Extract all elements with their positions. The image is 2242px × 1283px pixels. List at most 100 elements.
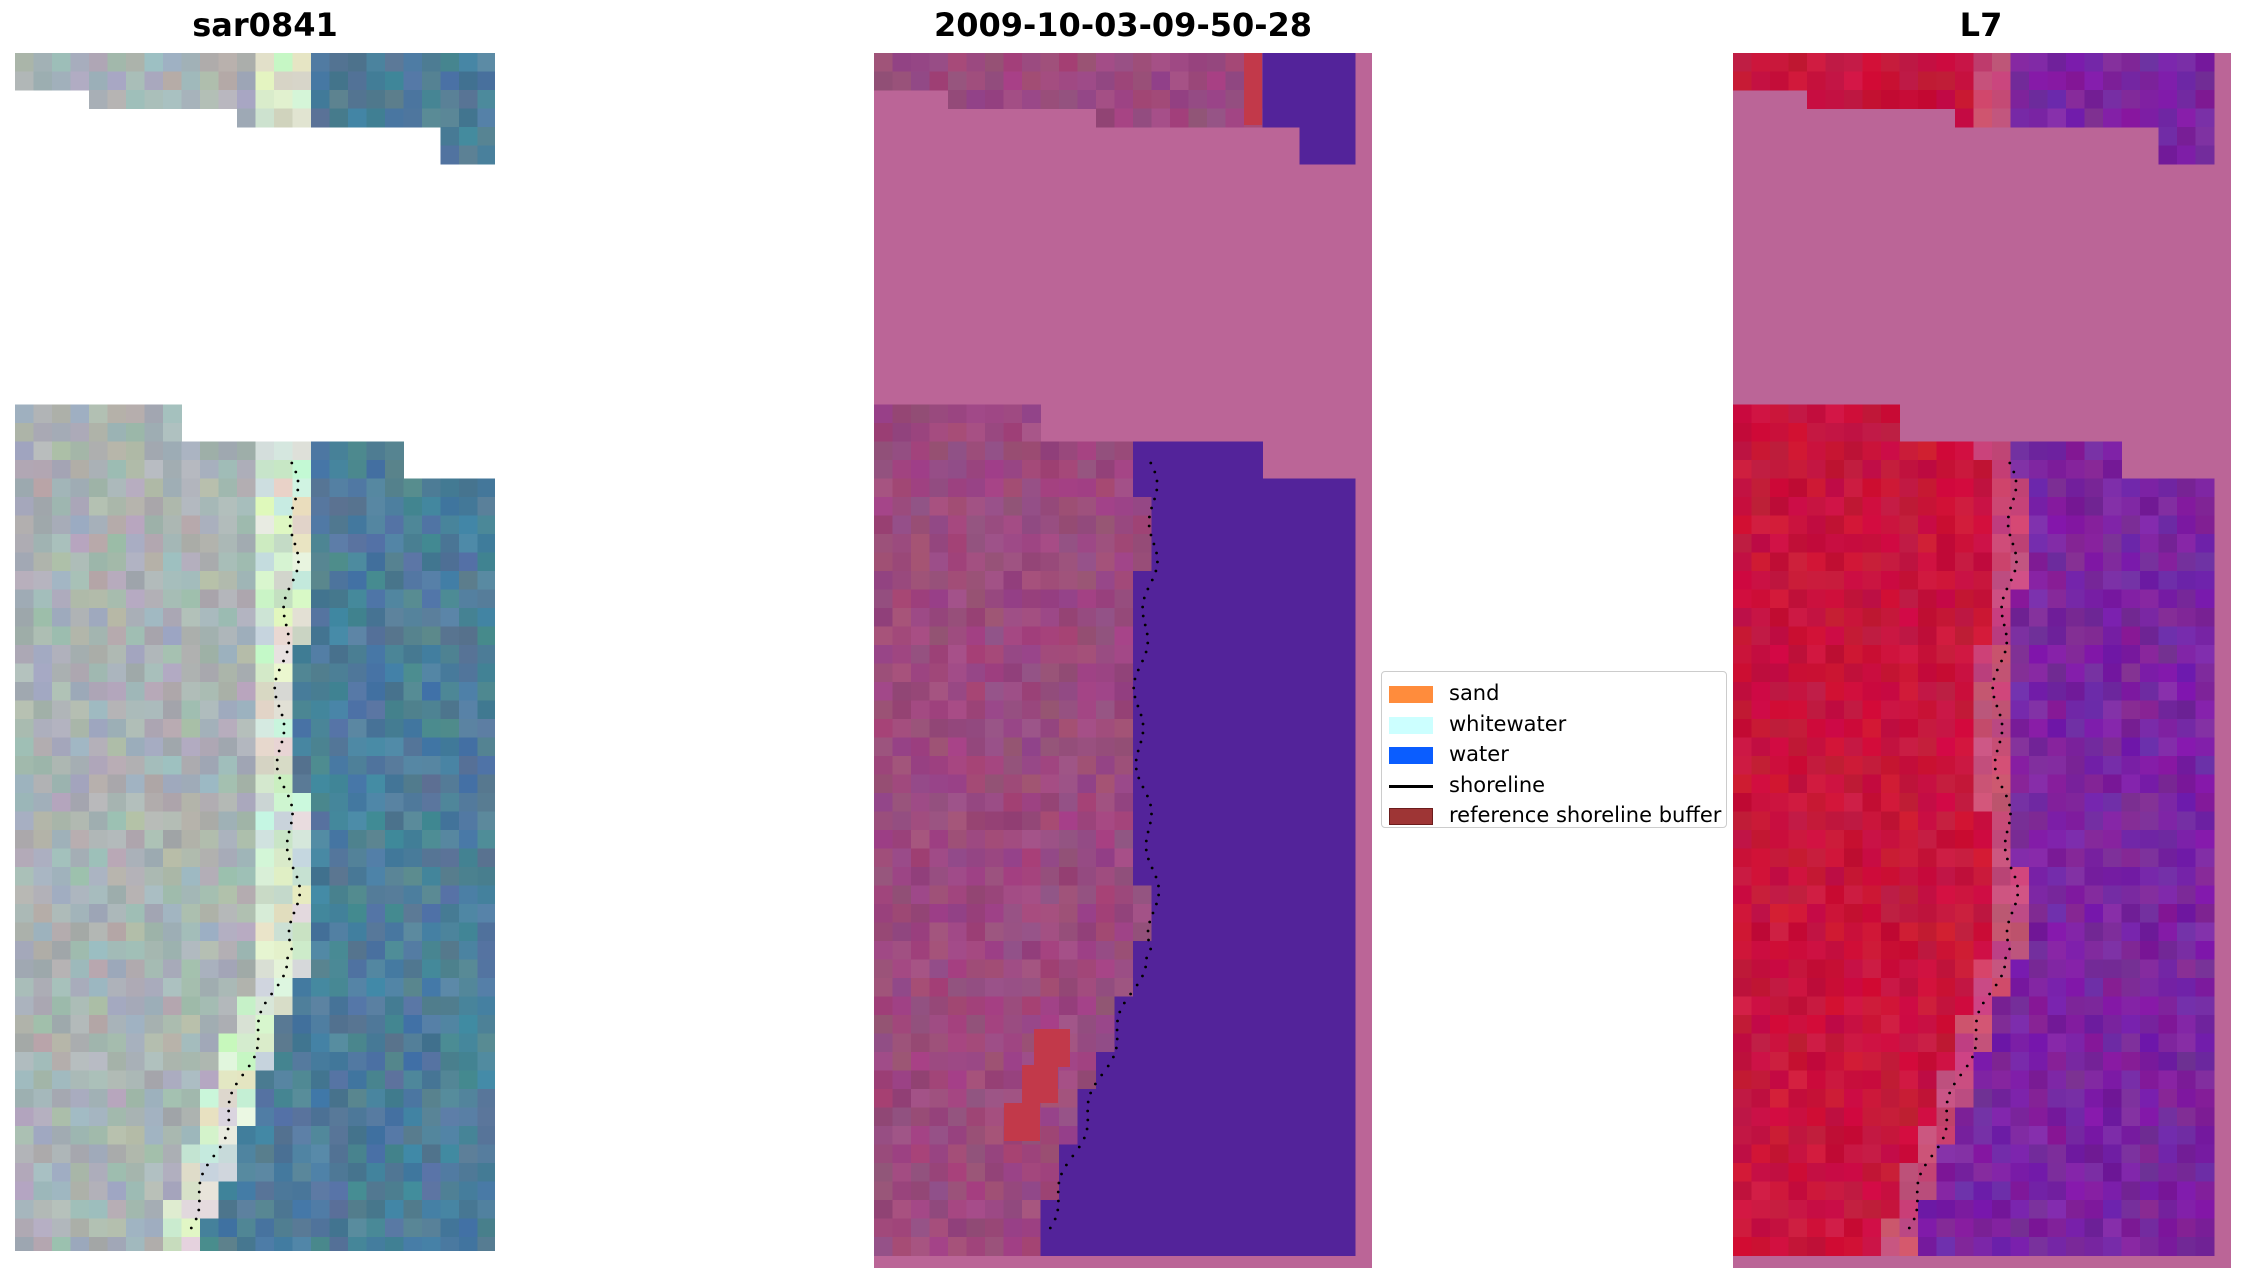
class-pixel — [1114, 1237, 1134, 1256]
image-pixel — [348, 811, 367, 831]
class-pixel — [1336, 904, 1356, 923]
image-pixel — [52, 719, 71, 738]
image-pixel — [2103, 978, 2122, 997]
image-pixel — [2177, 478, 2196, 498]
class-pixel — [1299, 552, 1319, 572]
image-pixel — [1899, 534, 1919, 553]
image-pixel — [1899, 996, 1919, 1016]
image-pixel — [2103, 719, 2122, 738]
image-pixel — [477, 904, 495, 923]
image-pixel — [329, 589, 349, 609]
image-pixel — [274, 1200, 293, 1219]
class-pixel — [1040, 1163, 1060, 1182]
image-pixel — [2121, 515, 2141, 535]
image-pixel — [1807, 404, 1826, 424]
class-pixel — [1077, 793, 1097, 812]
class-pixel — [1281, 534, 1300, 553]
image-pixel — [422, 1237, 441, 1251]
image-pixel — [2158, 737, 2178, 757]
image-pixel — [311, 1237, 330, 1251]
image-pixel — [89, 922, 108, 942]
image-pixel — [2158, 1144, 2178, 1164]
image-pixel — [1807, 941, 1826, 960]
image-pixel — [2140, 663, 2159, 683]
class-pixel — [985, 830, 1004, 849]
image-pixel — [52, 959, 71, 979]
image-pixel — [1844, 1181, 1863, 1201]
image-pixel — [2195, 127, 2215, 146]
class-pixel — [1040, 53, 1060, 72]
image-pixel — [2158, 867, 2178, 886]
class-pixel — [985, 922, 1004, 942]
image-pixel — [1844, 1033, 1863, 1053]
image-pixel — [2047, 682, 2067, 701]
shoreline-point — [2005, 587, 2009, 591]
image-pixel — [440, 793, 460, 812]
shoreline-point — [1981, 1001, 1985, 1005]
image-pixel — [385, 1218, 404, 1238]
image-pixel — [1862, 1163, 1882, 1182]
image-pixel — [2195, 663, 2215, 683]
class-pixel — [1188, 1089, 1208, 1108]
class-pixel — [1151, 756, 1171, 775]
image-pixel — [440, 571, 460, 590]
image-pixel — [33, 441, 53, 461]
class-pixel — [1170, 1107, 1189, 1127]
image-pixel — [1992, 1033, 2011, 1053]
class-pixel — [1170, 1237, 1189, 1256]
image-pixel — [274, 719, 293, 738]
class-pixel — [1114, 571, 1134, 590]
image-pixel — [2195, 497, 2215, 516]
image-pixel — [422, 1107, 441, 1127]
class-pixel — [1207, 1218, 1226, 1238]
class-pixel — [911, 1144, 930, 1164]
class-pixel — [1114, 1126, 1134, 1145]
image-pixel — [2121, 552, 2141, 572]
class-pixel — [1244, 515, 1263, 535]
image-pixel — [459, 1144, 478, 1164]
image-pixel — [2066, 811, 2085, 831]
shoreline-point — [2009, 506, 2012, 510]
image-pixel — [126, 608, 145, 627]
class-pixel — [1299, 700, 1319, 720]
image-pixel — [2066, 1107, 2085, 1127]
class-pixel — [1059, 1107, 1078, 1127]
image-pixel — [403, 1070, 423, 1090]
class-pixel — [1225, 811, 1245, 831]
image-pixel — [1955, 737, 1974, 757]
class-pixel — [1003, 1181, 1023, 1201]
shoreline-point — [1992, 695, 1996, 699]
image-pixel — [1992, 700, 2011, 720]
class-pixel — [1336, 1237, 1356, 1256]
falsecolor-satellite-image — [1733, 53, 2231, 1268]
image-pixel — [2010, 904, 2030, 923]
image-pixel — [1955, 682, 1974, 701]
class-pixel — [1114, 793, 1134, 812]
shoreline-point — [1136, 704, 1140, 708]
image-pixel — [2195, 1070, 2215, 1090]
image-pixel — [477, 922, 495, 942]
image-pixel — [126, 1200, 145, 1219]
class-pixel — [1096, 1126, 1115, 1145]
image-pixel — [1751, 756, 1771, 775]
class-pixel — [1133, 867, 1152, 886]
class-pixel — [1151, 1033, 1171, 1053]
class-pixel — [966, 441, 986, 461]
class-pixel — [1151, 108, 1171, 128]
class-pixel — [1114, 830, 1134, 849]
class-pixel — [1207, 53, 1226, 72]
image-pixel — [477, 848, 495, 868]
class-pixel — [892, 959, 912, 979]
image-pixel — [1862, 1089, 1882, 1108]
image-pixel — [2010, 1070, 2030, 1090]
image-pixel — [163, 1052, 182, 1071]
shoreline-point — [1991, 686, 1995, 690]
class-pixel — [1318, 626, 1337, 646]
image-pixel — [89, 90, 108, 109]
class-pixel — [1281, 645, 1300, 664]
image-pixel — [1955, 756, 1974, 775]
class-pixel — [1133, 1070, 1152, 1090]
class-pixel — [874, 1015, 893, 1034]
class-pixel — [1207, 571, 1226, 590]
image-pixel — [33, 460, 53, 479]
